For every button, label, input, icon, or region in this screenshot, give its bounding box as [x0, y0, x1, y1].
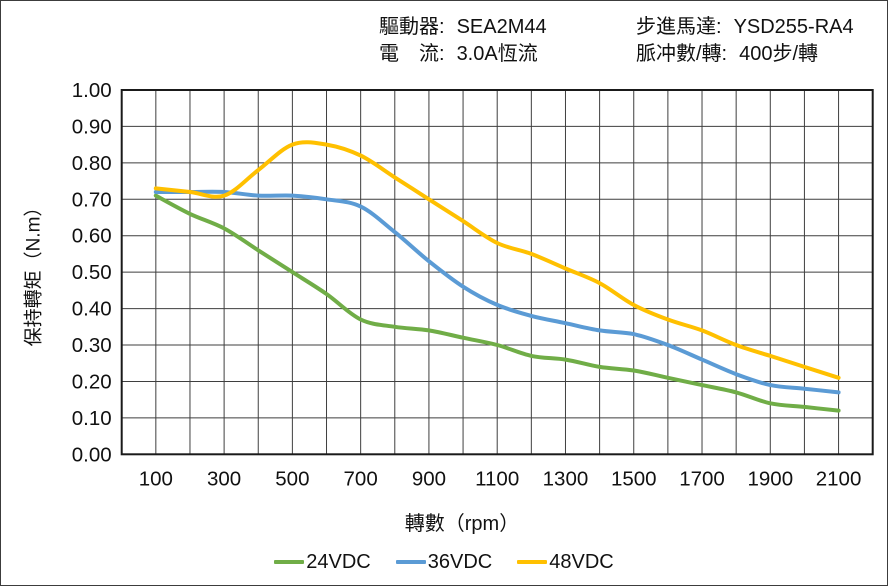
pulses-info-row: 脈冲數/轉: 400步/轉	[636, 41, 854, 68]
legend-line-24vdc	[274, 560, 305, 564]
x-tick-label: 100	[139, 467, 173, 490]
x-tick-label: 1300	[543, 467, 589, 490]
y-tick-label: 0.30	[72, 334, 112, 357]
header-info-right: 步進馬達: YSD255-RA4 脈冲數/轉: 400步/轉	[636, 14, 854, 68]
y-tick-label: 0.10	[72, 407, 112, 430]
legend-line-48vdc	[517, 560, 548, 564]
motor-label: 步進馬達:	[636, 16, 722, 38]
y-tick-label: 0.60	[72, 225, 112, 248]
x-tick-label: 2100	[816, 467, 862, 490]
y-tick-label: 0.20	[72, 370, 112, 393]
y-tick-label: 0.90	[72, 115, 112, 138]
y-tick-label: 0.70	[72, 188, 112, 211]
driver-value: SEA2M44	[456, 16, 547, 38]
y-tick-label: 0.00	[72, 443, 112, 466]
motor-info-row: 步進馬達: YSD255-RA4	[636, 14, 854, 41]
legend-label-48vdc: 48VDC	[549, 550, 614, 573]
header-info-left: 驅動器: SEA2M44 電 流: 3.0A恆流	[379, 14, 547, 68]
x-tick-label: 700	[344, 467, 378, 490]
curve-48vdc	[153, 140, 841, 380]
legend-item-24vdc: 24VDC	[274, 550, 371, 574]
legend-label-36vdc: 36VDC	[427, 550, 493, 573]
driver-label: 驅動器:	[379, 16, 445, 38]
current-info-row: 電 流: 3.0A恆流	[379, 41, 547, 68]
curve-24vdc	[153, 193, 841, 413]
current-value: 3.0A恆流	[456, 43, 538, 65]
y-tick-label: 0.80	[72, 152, 112, 175]
current-label: 電 流:	[379, 43, 445, 65]
pulses-label: 脈冲數/轉:	[636, 43, 728, 65]
x-axis-title: 轉數（rpm）	[404, 513, 520, 535]
legend-item-48vdc: 48VDC	[517, 550, 614, 574]
plot-border	[120, 89, 874, 456]
motor-value: YSD255-RA4	[733, 16, 854, 38]
driver-info-row: 驅動器: SEA2M44	[379, 14, 547, 41]
legend-item-36vdc: 36VDC	[395, 550, 493, 574]
pulses-value: 400步/轉	[739, 43, 819, 65]
x-tick-label: 1500	[611, 467, 657, 490]
x-tick-label: 500	[275, 467, 309, 490]
x-tick-label: 1100	[475, 467, 519, 490]
legend-line-36vdc	[395, 560, 426, 564]
y-tick-label: 1.00	[72, 79, 112, 102]
x-tick-label: 1700	[679, 467, 725, 490]
curve-36vdc	[153, 189, 841, 395]
chart-legend: 24VDC 36VDC 48VDC	[1, 546, 887, 578]
x-tick-label: 900	[412, 467, 446, 490]
y-tick-label: 0.40	[72, 298, 112, 321]
legend-label-24vdc: 24VDC	[306, 550, 371, 573]
x-tick-label: 300	[207, 467, 241, 490]
y-tick-label: 0.50	[72, 261, 112, 284]
x-tick-label: 1900	[747, 467, 793, 490]
